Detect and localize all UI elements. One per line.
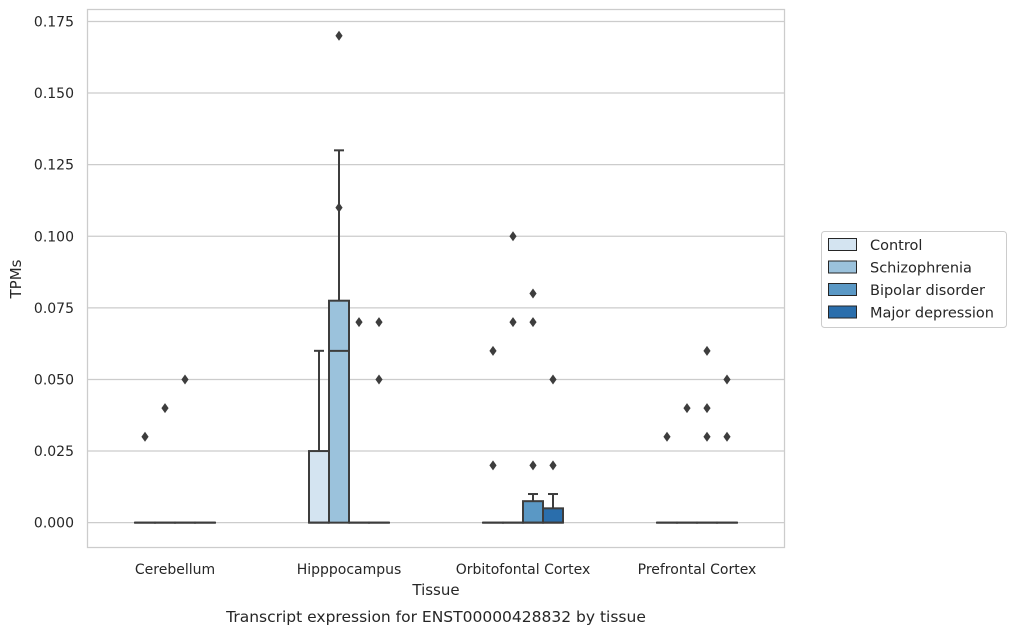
outlier-point bbox=[489, 460, 497, 471]
legend-frame bbox=[821, 231, 1007, 328]
outlier-point bbox=[489, 345, 497, 356]
outlier-point bbox=[509, 231, 517, 242]
outlier-point bbox=[703, 431, 711, 442]
x-tick-label: Prefrontal Cortex bbox=[638, 562, 757, 578]
y-tick-label: 0.025 bbox=[34, 444, 74, 460]
outlier-point bbox=[509, 317, 517, 328]
legend-label: Schizophrenia bbox=[870, 261, 972, 277]
outlier-point bbox=[683, 403, 691, 414]
outlier-point bbox=[723, 374, 731, 385]
legend-swatch bbox=[828, 305, 857, 319]
x-tick-label: Orbitofontal Cortex bbox=[456, 562, 591, 578]
outlier-point bbox=[335, 30, 343, 41]
x-tick-label: Cerebellum bbox=[135, 562, 215, 578]
x-axis-label: Tissue bbox=[411, 581, 459, 599]
outlier-point bbox=[529, 317, 537, 328]
outlier-point bbox=[529, 288, 537, 299]
outlier-point bbox=[375, 317, 383, 328]
box bbox=[328, 299, 350, 524]
grid-lines bbox=[88, 20, 784, 524]
y-tick-label: 0.150 bbox=[34, 86, 74, 102]
y-tick-label: 0.000 bbox=[34, 516, 74, 532]
y-tick-label: 0.075 bbox=[34, 301, 74, 317]
legend-swatch bbox=[828, 283, 857, 296]
outlier-point bbox=[181, 374, 189, 385]
outlier-point bbox=[355, 317, 363, 328]
legend-label: Control bbox=[870, 238, 922, 254]
plot-frame bbox=[86, 8, 786, 549]
outlier-point bbox=[663, 431, 671, 442]
y-tick-label: 0.175 bbox=[34, 14, 74, 30]
outlier-point bbox=[161, 403, 169, 414]
y-axis-ticks: 0.000 0.025 0.050 0.075 0.100 0.125 0.150 0.175 bbox=[34, 14, 74, 531]
outlier-point bbox=[141, 431, 149, 442]
outlier-point bbox=[335, 202, 343, 213]
boxes bbox=[134, 149, 738, 524]
outlier-point bbox=[549, 460, 557, 471]
legend: Control Schizophrenia Bipolar disorder Majo… bbox=[821, 231, 1007, 328]
y-tick-label: 0.050 bbox=[34, 372, 74, 388]
y-axis-label: TPMs bbox=[7, 259, 25, 299]
y-tick-label: 0.100 bbox=[34, 229, 74, 245]
chart-caption: Transcript expression for ENST0000042883… bbox=[225, 608, 646, 626]
outlier-point bbox=[529, 460, 537, 471]
outlier-point bbox=[549, 374, 557, 385]
x-tick-label: Hipppocampus bbox=[297, 562, 402, 578]
x-axis-ticks: Cerebellum Hipppocampus Orbitofontal Corte… bbox=[135, 562, 756, 578]
y-tick-label: 0.125 bbox=[34, 158, 74, 174]
outlier-point bbox=[723, 431, 731, 442]
outlier-point bbox=[703, 345, 711, 356]
outlier-point bbox=[375, 374, 383, 385]
box bbox=[542, 507, 564, 524]
outlier-point bbox=[703, 403, 711, 414]
legend-swatch bbox=[828, 260, 857, 274]
legend-label: Bipolar disorder bbox=[870, 283, 985, 299]
legend-label: Major depression bbox=[870, 306, 994, 322]
box bbox=[308, 450, 330, 524]
box bbox=[522, 500, 544, 524]
outliers bbox=[141, 30, 731, 471]
legend-swatch bbox=[828, 238, 857, 251]
